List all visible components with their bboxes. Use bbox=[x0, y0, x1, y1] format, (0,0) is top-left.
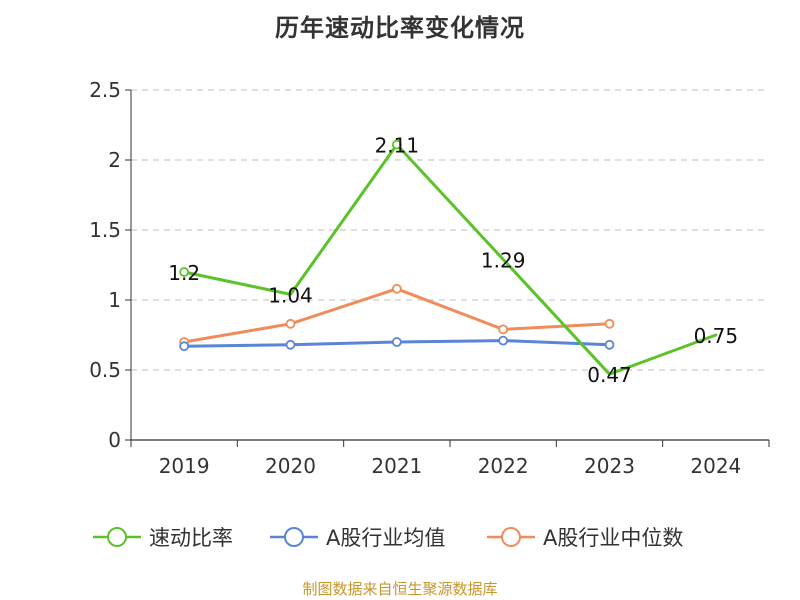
data-label: 1.29 bbox=[481, 248, 526, 272]
legend-item[interactable]: A股行业中位数 bbox=[487, 526, 683, 550]
data-point bbox=[498, 324, 509, 335]
x-tick-label: 2024 bbox=[690, 454, 741, 478]
grid-lines bbox=[131, 89, 769, 371]
data-point bbox=[391, 337, 402, 347]
y-tick-label: 2 bbox=[108, 148, 121, 172]
y-tick-label: 1 bbox=[108, 288, 121, 312]
x-tick-label: 2023 bbox=[584, 454, 635, 478]
x-tick-label: 2020 bbox=[265, 454, 316, 478]
legend-item[interactable]: A股行业均值 bbox=[270, 526, 445, 550]
legend-label: A股行业均值 bbox=[326, 526, 445, 550]
data-labels: 1.2 1.04 2.11 1.29 0.47 0.75 bbox=[168, 134, 738, 388]
data-label: 1.04 bbox=[268, 283, 313, 307]
data-label: 2.11 bbox=[375, 134, 420, 158]
data-label: 0.75 bbox=[694, 324, 739, 348]
y-tick-label: 1.5 bbox=[89, 218, 121, 242]
legend-label: A股行业中位数 bbox=[543, 526, 683, 550]
data-point bbox=[498, 335, 509, 346]
data-point bbox=[604, 318, 615, 329]
x-tick-label: 2021 bbox=[371, 454, 422, 478]
chart-title: 历年速动比率变化情况 bbox=[275, 14, 525, 42]
y-tick-label: 2.5 bbox=[89, 78, 121, 102]
data-label: 0.47 bbox=[587, 363, 632, 387]
data-point bbox=[391, 139, 402, 150]
series-markers bbox=[179, 139, 615, 352]
legend: 速动比率 A股行业均值 A股行业中位数 bbox=[93, 526, 683, 550]
legend-item[interactable]: 速动比率 bbox=[93, 526, 233, 550]
data-point bbox=[285, 318, 296, 329]
y-tick-label: 0.5 bbox=[89, 358, 121, 382]
data-point bbox=[179, 267, 190, 277]
series-lines bbox=[182, 143, 718, 376]
source-note: 制图数据来自恒生聚源数据库 bbox=[302, 580, 498, 598]
data-point bbox=[285, 339, 296, 350]
data-point bbox=[179, 341, 190, 352]
x-tick-label: 2022 bbox=[478, 454, 529, 478]
data-point bbox=[604, 339, 615, 350]
y-tick-label: 0 bbox=[108, 428, 121, 452]
series-line bbox=[182, 143, 718, 376]
x-tick-label: 2019 bbox=[159, 454, 210, 478]
legend-marker-icon bbox=[501, 527, 521, 547]
series-line bbox=[182, 287, 611, 344]
data-label: 1.2 bbox=[168, 261, 200, 285]
axes: 0 0.5 1 1.5 2 2.5 2019 2020 2021 2022 2023 2024 bbox=[89, 78, 770, 478]
legend-marker-icon bbox=[107, 527, 127, 547]
legend-marker-icon bbox=[284, 527, 304, 547]
data-point bbox=[391, 283, 402, 294]
legend-label: 速动比率 bbox=[149, 526, 233, 550]
